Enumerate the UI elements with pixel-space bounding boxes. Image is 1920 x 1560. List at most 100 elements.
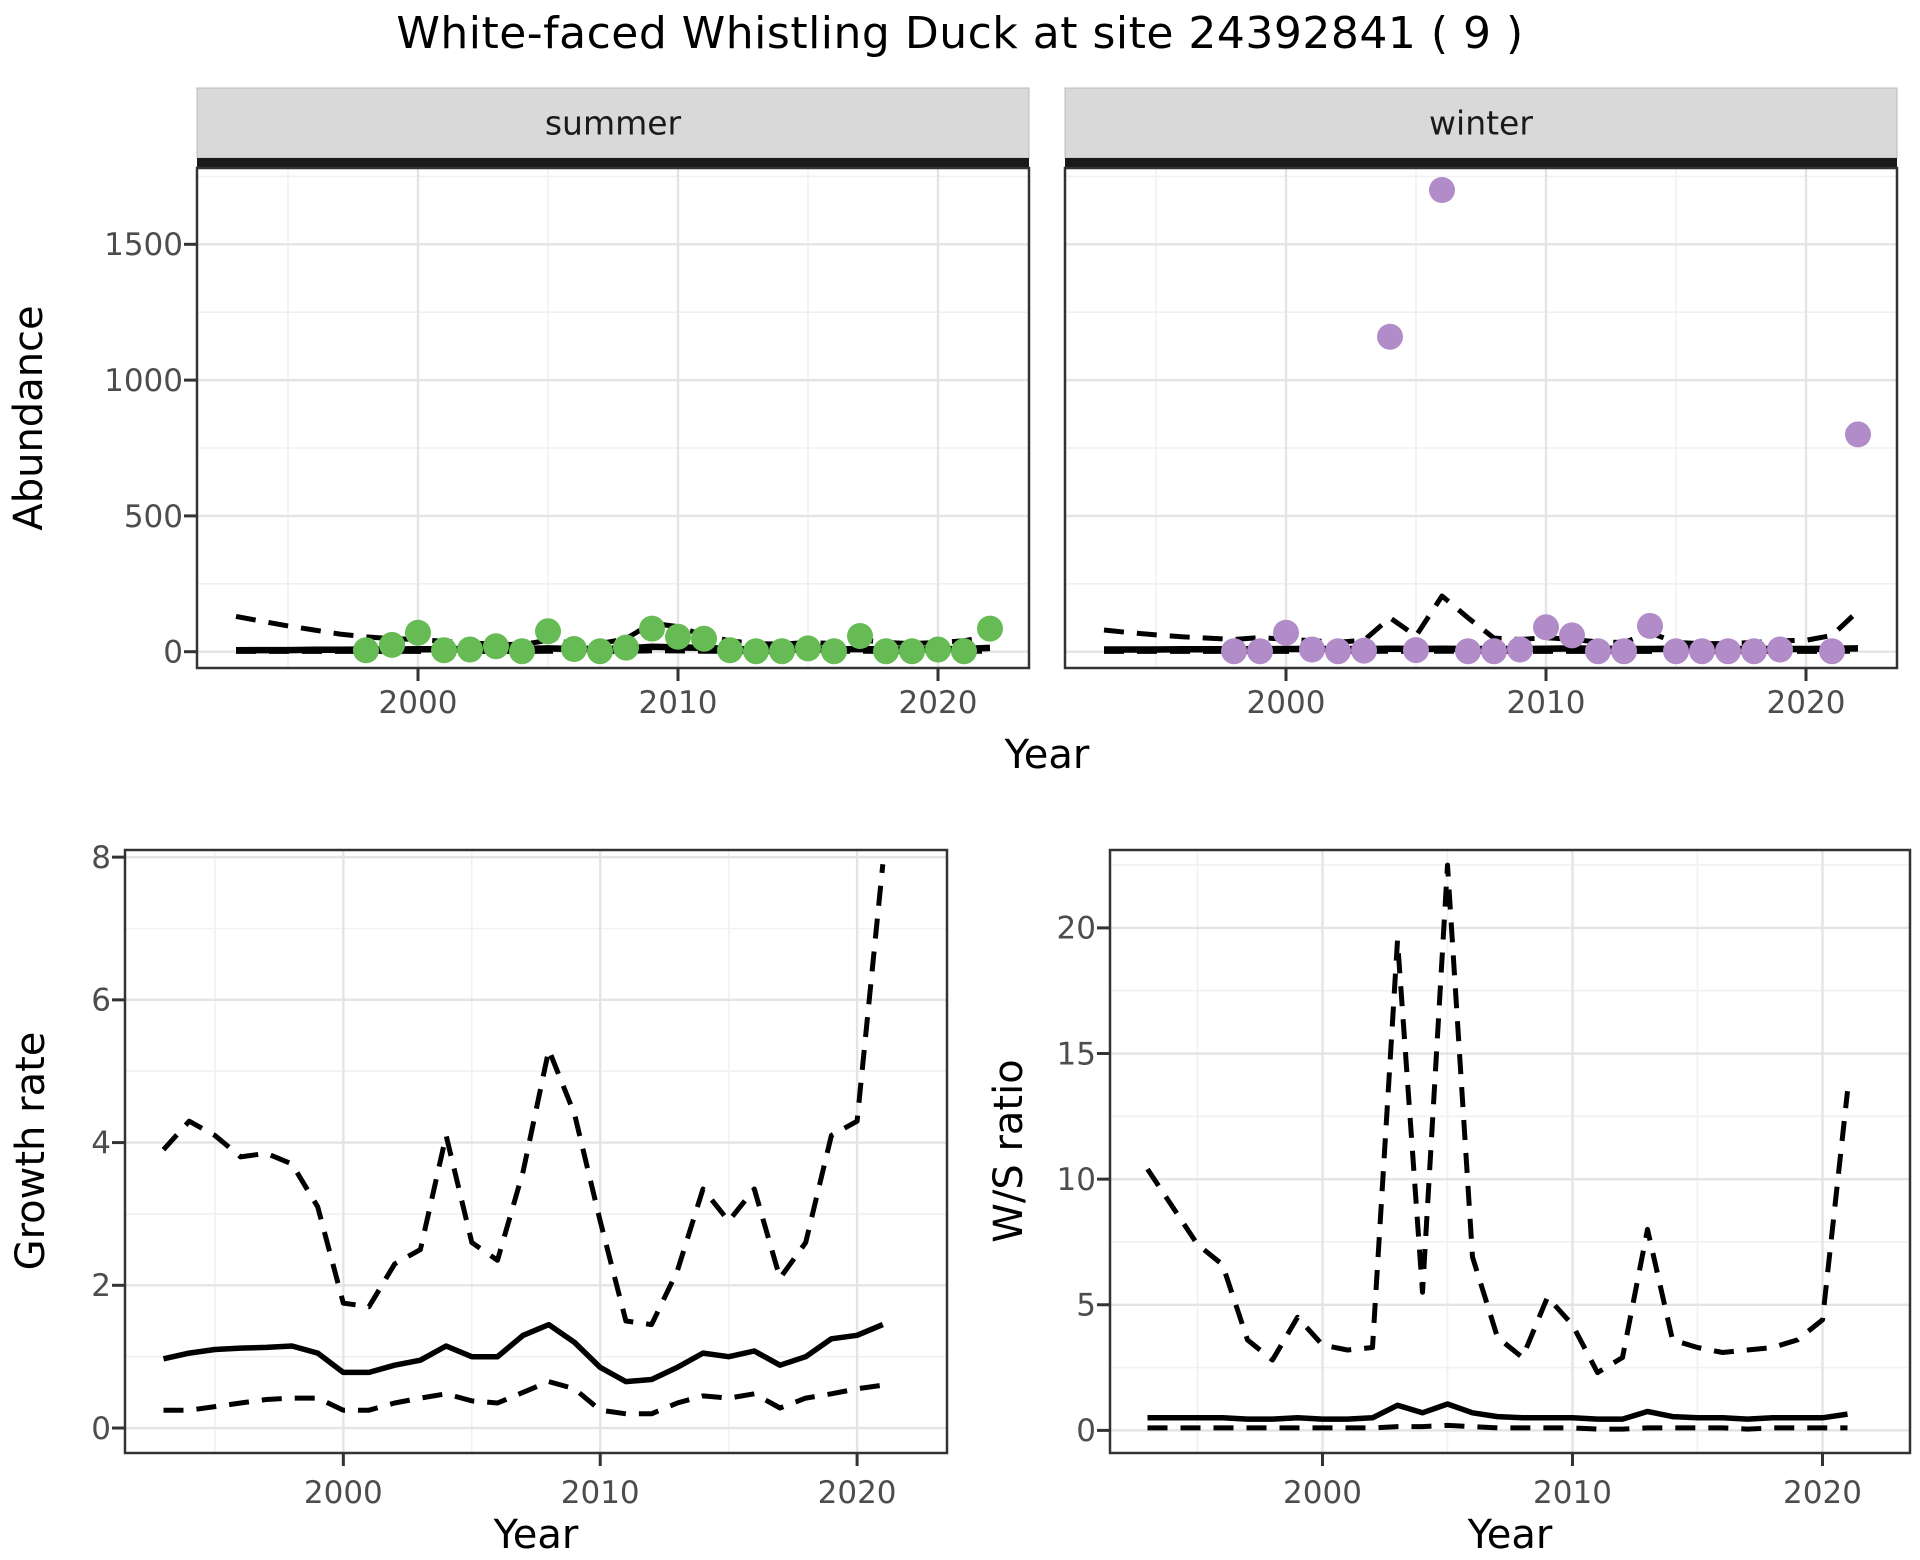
x-tick-label: 2000: [304, 1475, 383, 1511]
facet-strip-bar: [197, 158, 1029, 168]
abundance-point: [1715, 638, 1741, 665]
abundance-point: [457, 636, 483, 663]
facet-label: summer: [545, 104, 682, 143]
upper-ci-line: [1145, 862, 1850, 1376]
abundance-point: [353, 637, 379, 664]
abundance-point: [1403, 637, 1429, 664]
facet-strip: [196, 87, 1030, 159]
abundance-point: [1663, 638, 1689, 665]
x-tick-label: 2020: [1767, 685, 1846, 721]
estimate-line: [1147, 1401, 1848, 1422]
abundance-point: [1845, 421, 1871, 448]
y-tick-label: 1000: [104, 363, 183, 399]
abundance-point: [1377, 323, 1403, 350]
x-tick-label: 2000: [1283, 1475, 1362, 1511]
panel-winter-summer-ratio: 2000 2010 2020 0 5 10 15 20 W/S ratio Year: [986, 848, 1912, 1558]
y-tick-label: 2: [91, 1268, 111, 1304]
abundance-point: [535, 618, 561, 645]
y-tick-label: 500: [124, 499, 183, 535]
abundance-point: [483, 633, 509, 660]
abundance-point: [1533, 614, 1559, 641]
x-axis-title: Year: [493, 1512, 579, 1558]
abundance-point: [821, 638, 847, 665]
x-tick-label: 2000: [1247, 685, 1326, 721]
y-tick-label: 8: [91, 840, 111, 876]
abundance-point: [1247, 638, 1273, 665]
y-tick-label: 1500: [104, 227, 183, 263]
y-tick-label: 0: [91, 1411, 111, 1447]
facet-strip-bar: [1065, 158, 1897, 168]
panel-border: [195, 166, 1031, 670]
abundance-point: [431, 637, 457, 664]
y-tick-label: 6: [91, 983, 111, 1019]
abundance-point: [1429, 177, 1455, 203]
abundance-point: [665, 623, 691, 650]
panel-border: [123, 848, 949, 1455]
x-tick-label: 2000: [379, 685, 458, 721]
abundance-point: [1819, 638, 1845, 665]
y-axis-title: W/S ratio: [986, 1059, 1032, 1242]
abundance-point: [925, 636, 951, 663]
facet-strip: [1064, 87, 1898, 159]
y-axis-title: Growth rate: [8, 1032, 54, 1271]
x-tick-label: 2010: [1507, 685, 1586, 721]
abundance-point: [1325, 638, 1351, 665]
abundance-point: [587, 638, 613, 665]
abundance-point: [1455, 638, 1481, 665]
abundance-point: [951, 638, 977, 665]
abundance-point: [1611, 638, 1637, 665]
abundance-point: [1559, 622, 1585, 649]
abundance-point: [561, 636, 587, 662]
abundance-point: [899, 638, 925, 665]
abundance-point: [405, 619, 431, 646]
abundance-point: [795, 635, 821, 662]
y-tick-label: 0: [1076, 1413, 1096, 1449]
panel-winter: winter 2000 2010 2020: [1063, 87, 1899, 721]
y-tick-label: 0: [163, 635, 183, 671]
abundance-point: [1221, 638, 1247, 665]
abundance-point: [691, 625, 717, 652]
x-tick-label: 2010: [561, 1475, 640, 1511]
panel-border: [1108, 848, 1912, 1455]
abundance-point: [379, 631, 405, 658]
y-tick-label: 15: [1057, 1036, 1096, 1072]
abundance-point: [1585, 638, 1611, 665]
abundance-point: [743, 638, 769, 665]
estimate-line: [162, 1321, 884, 1385]
y-tick-label: 10: [1057, 1162, 1096, 1198]
abundance-point: [977, 615, 1003, 642]
panel-growth-rate: 2000 2010 2020 0 2 4 6 8 Growth rate Year: [8, 840, 949, 1558]
panel-background: [1065, 168, 1897, 668]
x-tick-label: 2020: [1783, 1475, 1862, 1511]
panel-background: [197, 168, 1029, 668]
abundance-point: [1299, 636, 1325, 663]
x-axis-title: Year: [1004, 732, 1090, 778]
abundance-point: [509, 638, 535, 665]
abundance-point: [769, 638, 795, 665]
abundance-point: [1273, 619, 1299, 646]
lower-ci-line: [163, 1379, 884, 1417]
upper-ci-line: [161, 864, 886, 1328]
x-tick-label: 2010: [639, 685, 718, 721]
y-tick-label: 20: [1057, 911, 1096, 947]
abundance-point: [613, 634, 639, 661]
abundance-point: [1351, 637, 1377, 664]
abundance-point: [1741, 638, 1767, 665]
abundance-point: [1481, 638, 1507, 665]
abundance-point: [717, 637, 743, 664]
panel-border: [1063, 166, 1899, 670]
figure-title: White-faced Whistling Duck at site 24392…: [396, 8, 1524, 59]
y-tick-label: 5: [1076, 1288, 1096, 1324]
x-tick-label: 2020: [818, 1475, 897, 1511]
x-tick-label: 2010: [1533, 1475, 1612, 1511]
facet-label: winter: [1429, 104, 1533, 143]
lower-ci-line: [1147, 1422, 1848, 1432]
y-axis-title: Abundance: [6, 305, 52, 530]
x-tick-label: 2020: [899, 685, 978, 721]
panel-background: [125, 850, 947, 1453]
x-axis-title: Year: [1467, 1512, 1553, 1558]
y-tick-label: 4: [91, 1125, 111, 1161]
panel-summer: summer 2000 2010 2020 0 500 1000 1500: [104, 87, 1031, 721]
